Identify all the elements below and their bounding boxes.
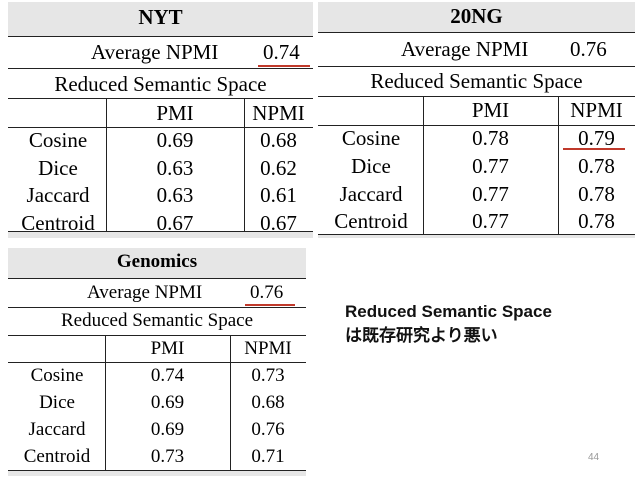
20ng-row-npmi: 0.78: [578, 209, 615, 233]
20ng-avg-value: 0.76: [570, 37, 607, 61]
genomics-row-label: Dice: [39, 392, 75, 413]
nyt-avg-value: 0.74: [263, 40, 300, 64]
note-line-1: Reduced Semantic Space: [345, 302, 552, 321]
nyt-row-label: Dice: [38, 156, 78, 180]
20ng-row-pmi: 0.77: [472, 182, 509, 206]
nyt-avg-label: Average NPMI: [91, 40, 219, 64]
20ng-row-pmi: 0.77: [472, 209, 509, 233]
genomics-row-label: Cosine: [30, 365, 84, 386]
genomics-space-label: Reduced Semantic Space: [60, 310, 254, 331]
20ng-space-label: Reduced Semantic Space: [370, 69, 583, 93]
nyt-table: NYT Average NPMI 0.74 Reduced Semantic S…: [8, 2, 313, 238]
conclusion-note: Reduced Semantic Space は既存研究より悪い: [345, 300, 625, 348]
20ng-col-pmi: PMI: [471, 98, 510, 122]
20ng-row-pmi: 0.78: [472, 126, 509, 150]
nyt-avg-underline: [258, 65, 310, 67]
nyt-row-label: Cosine: [28, 128, 88, 152]
genomics-row-label: Jaccard: [28, 419, 86, 440]
20ng-table: 20NG Average NPMI 0.76 Reduced Semantic …: [318, 2, 635, 238]
genomics-row-label: Centroid: [23, 446, 91, 467]
genomics-col-pmi: PMI: [150, 338, 185, 359]
20ng-row-label: Centroid: [334, 209, 408, 233]
nyt-row-pmi: 0.63: [156, 183, 194, 207]
nyt-space-label: Reduced Semantic Space: [54, 72, 267, 96]
genomics-row-npmi: 0.68: [251, 392, 285, 413]
20ng-avg-label: Average NPMI: [401, 37, 529, 61]
20ng-row-label: Cosine: [341, 126, 401, 150]
genomics-col-npmi: NPMI: [244, 338, 292, 359]
20ng-cosine-npmi-underline: [563, 148, 625, 150]
genomics-row-npmi: 0.76: [251, 419, 285, 440]
nyt-row-pmi: 0.69: [156, 128, 194, 152]
nyt-row-npmi: 0.67: [260, 211, 297, 235]
nyt-row-pmi: 0.67: [156, 211, 194, 235]
20ng-row-pmi: 0.77: [472, 154, 509, 178]
20ng-row-label: Dice: [351, 154, 391, 178]
nyt-row-label: Jaccard: [26, 183, 90, 207]
nyt-row-npmi: 0.61: [260, 183, 297, 207]
genomics-row-pmi: 0.69: [150, 392, 185, 413]
genomics-avg-label: Average NPMI: [87, 282, 203, 303]
genomics-row-pmi: 0.73: [150, 446, 185, 467]
20ng-col-npmi: NPMI: [570, 98, 623, 122]
nyt-col-npmi: NPMI: [252, 101, 305, 125]
nyt-row-npmi: 0.62: [260, 156, 297, 180]
20ng-row-npmi: 0.78: [578, 154, 615, 178]
note-line-2: は既存研究より悪い: [345, 326, 498, 345]
20ng-row-npmi: 0.78: [578, 182, 615, 206]
nyt-col-pmi: PMI: [156, 101, 194, 125]
genomics-row-pmi: 0.74: [150, 365, 185, 386]
page-number: 44: [588, 452, 600, 463]
genomics-avg-value: 0.76: [250, 282, 284, 303]
genomics-row-npmi: 0.73: [251, 365, 285, 386]
genomics-row-pmi: 0.69: [150, 419, 185, 440]
20ng-title: 20NG: [450, 4, 503, 28]
genomics-row-npmi: 0.71: [251, 446, 285, 467]
nyt-row-pmi: 0.63: [156, 156, 194, 180]
nyt-row-label: Centroid: [21, 211, 95, 235]
20ng-row-npmi: 0.79: [578, 126, 615, 150]
genomics-title: Genomics: [116, 251, 198, 272]
20ng-row-label: Jaccard: [339, 182, 403, 206]
nyt-title: NYT: [138, 5, 183, 29]
nyt-row-npmi: 0.68: [260, 128, 297, 152]
genomics-avg-underline: [245, 304, 295, 306]
genomics-table: Genomics Average NPMI 0.76 Reduced Seman…: [8, 248, 306, 476]
